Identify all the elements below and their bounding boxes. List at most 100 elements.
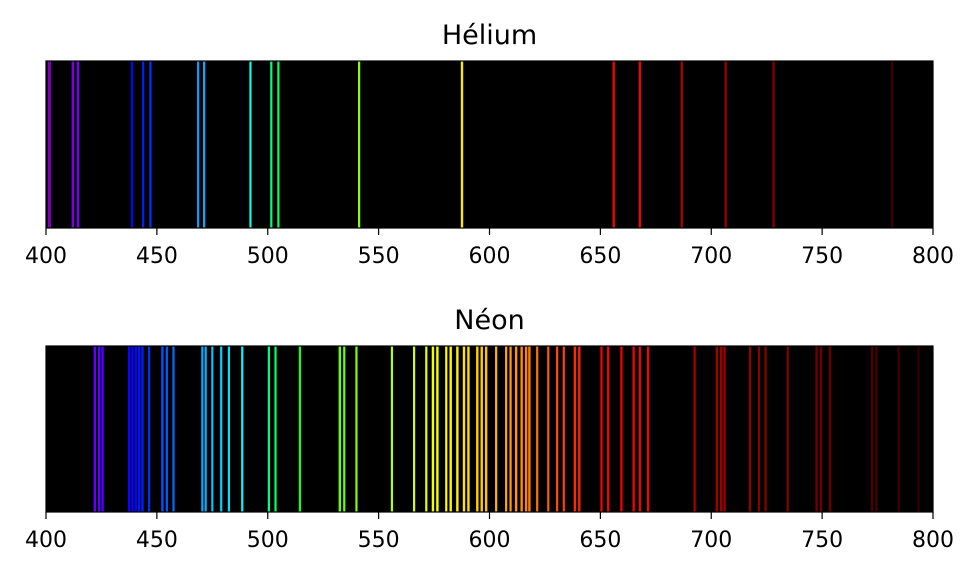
neon-emission-line	[607, 346, 610, 512]
neon-emission-line	[764, 346, 767, 512]
helium-x-tick-label: 500	[247, 244, 289, 269]
neon-emission-line	[445, 346, 448, 512]
neon-emission-line	[211, 346, 214, 512]
neon-emission-line	[748, 346, 752, 512]
neon-emission-line	[413, 346, 416, 512]
neon-emission-line	[425, 346, 428, 512]
neon-x-tick-label: 600	[469, 528, 511, 553]
neon-emission-line	[201, 346, 204, 512]
neon-emission-line	[165, 346, 168, 512]
neon-spectrum-background	[46, 346, 933, 512]
neon-emission-line	[509, 346, 512, 512]
neon-emission-line	[343, 346, 346, 512]
helium-x-tick-label: 400	[25, 244, 67, 269]
helium-emission-line	[724, 61, 727, 228]
helium-emission-line	[149, 61, 152, 228]
neon-emission-line	[870, 346, 874, 512]
neon-emission-line	[715, 346, 718, 512]
neon-emission-line	[520, 346, 523, 512]
neon-emission-line	[137, 346, 141, 512]
neon-x-tick-label: 650	[579, 528, 621, 553]
neon-emission-line	[134, 346, 138, 512]
neon-emission-line	[172, 346, 175, 512]
neon-title: Néon	[454, 305, 524, 336]
helium-emission-line	[47, 61, 51, 228]
neon-x-tick-label: 500	[247, 528, 289, 553]
neon-emission-line	[815, 346, 818, 512]
neon-emission-line	[484, 346, 488, 512]
neon-emission-line	[524, 346, 528, 512]
helium-spectrum-background	[46, 61, 933, 228]
helium-x-tick-label: 650	[579, 244, 621, 269]
helium-emission-line	[358, 61, 361, 228]
helium-x-tick-label: 600	[469, 244, 511, 269]
helium-emission-line	[680, 61, 683, 228]
neon-emission-line	[917, 346, 920, 512]
helium-emission-line	[270, 61, 273, 228]
helium-emission-line	[277, 61, 280, 228]
neon-x-tick-label: 700	[690, 528, 732, 553]
helium-x-tick-label: 450	[136, 244, 178, 269]
neon-emission-line	[148, 346, 151, 512]
helium-x-tick-label: 550	[358, 244, 400, 269]
neon-emission-line	[476, 346, 479, 512]
neon-x-tick-label: 400	[25, 528, 67, 553]
neon-emission-line	[578, 346, 581, 512]
neon-emission-line	[462, 346, 466, 512]
neon-emission-line	[101, 346, 104, 512]
neon-emission-line	[220, 346, 223, 512]
neon-emission-line	[547, 346, 550, 512]
neon-emission-line	[227, 346, 231, 512]
neon-emission-line	[449, 346, 452, 512]
helium-emission-line	[638, 61, 641, 228]
neon-emission-line	[436, 346, 439, 512]
neon-emission-line	[131, 346, 134, 512]
neon-spectrum-panel: Néon 400 450 500 550 600 650 700 750 800	[25, 305, 954, 553]
neon-emission-line	[338, 346, 342, 512]
helium-emission-line	[249, 61, 252, 228]
neon-emission-line	[98, 346, 101, 512]
neon-emission-line	[620, 346, 623, 512]
neon-emission-line	[897, 346, 900, 512]
neon-emission-line	[127, 346, 131, 512]
neon-emission-line	[562, 346, 565, 512]
helium-emission-line	[891, 61, 894, 228]
neon-emission-line	[600, 346, 603, 512]
neon-emission-line	[573, 346, 577, 512]
neon-emission-line	[161, 346, 164, 512]
helium-spectrum-panel: Hélium 400 450 500 550 600 650 700 750 800	[25, 20, 954, 269]
neon-emission-line	[536, 346, 539, 512]
neon-emission-line	[720, 346, 723, 512]
helium-emission-line	[76, 61, 80, 228]
neon-emission-line	[141, 346, 144, 512]
helium-emission-line	[460, 61, 464, 228]
neon-emission-line	[828, 346, 832, 512]
neon-emission-line	[267, 346, 270, 512]
neon-emission-line	[819, 346, 823, 512]
helium-emission-line	[772, 61, 775, 228]
neon-emission-line	[480, 346, 483, 512]
neon-x-tick-label: 550	[358, 528, 400, 553]
helium-x-tick-label: 750	[801, 244, 843, 269]
neon-emission-line	[723, 346, 726, 512]
neon-emission-line	[646, 346, 650, 512]
neon-emission-line	[514, 346, 518, 512]
helium-emission-line	[197, 61, 200, 228]
neon-emission-line	[875, 346, 878, 512]
neon-emission-line	[638, 346, 641, 512]
helium-x-tick-label: 800	[912, 244, 954, 269]
neon-x-tick-label: 450	[136, 528, 178, 553]
neon-emission-line	[505, 346, 508, 512]
neon-emission-line	[431, 346, 435, 512]
neon-emission-line	[204, 346, 207, 512]
neon-emission-line	[241, 346, 244, 512]
neon-emission-line	[495, 346, 498, 512]
neon-emission-line	[456, 346, 459, 512]
neon-emission-line	[467, 346, 470, 512]
neon-emission-line	[786, 346, 789, 512]
neon-emission-line	[93, 346, 96, 512]
helium-emission-line	[130, 61, 134, 228]
helium-emission-line	[71, 61, 75, 228]
neon-emission-line	[298, 346, 301, 512]
